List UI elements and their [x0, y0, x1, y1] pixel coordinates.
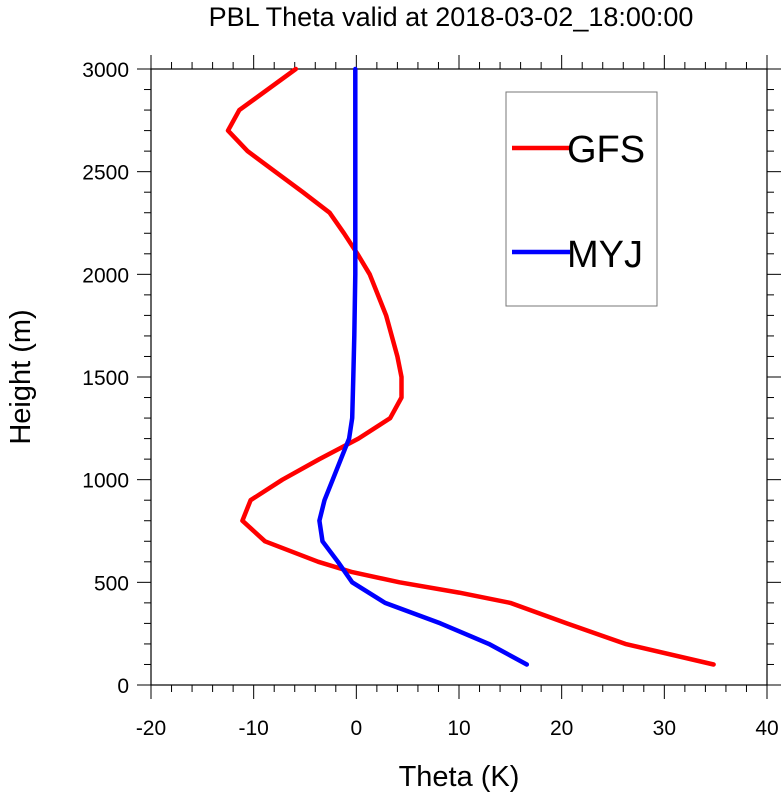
series-lines [225, 66, 716, 667]
y-tick-label: 500 [94, 572, 129, 595]
series-line-myj [317, 66, 530, 667]
x-tick-label: 40 [755, 717, 778, 740]
x-tick-label: 0 [350, 717, 362, 740]
x-tick-label: 30 [653, 717, 676, 740]
y-tick-label: 3000 [82, 59, 129, 82]
x-tick-label: 10 [447, 717, 470, 740]
legend-box [505, 91, 658, 307]
x-axis-label: Theta (K) [399, 761, 520, 793]
y-tick-labels: 0 500 1000 1500 2000 2500 3000 [82, 59, 129, 698]
y-tick-label: 2000 [82, 264, 129, 287]
legend-label-myj: MYJ [567, 234, 643, 276]
chart-title: PBL Theta valid at 2018-03-02_18:00:00 [209, 2, 694, 32]
legend: GFS MYJ [505, 91, 658, 307]
legend-label-gfs: GFS [567, 129, 645, 171]
x-tick-labels: -20 -10 0 10 20 30 40 [136, 717, 779, 740]
y-tick-label: 0 [117, 675, 129, 698]
series-line-gfs [225, 66, 716, 667]
y-tick-label: 2500 [82, 162, 129, 185]
y-tick-label: 1000 [82, 470, 129, 493]
axis-ticks [137, 55, 781, 699]
x-tick-label: 20 [550, 717, 573, 740]
y-tick-label: 1500 [82, 367, 129, 390]
x-tick-label: -20 [136, 717, 166, 740]
x-tick-label: -10 [238, 717, 268, 740]
y-axis-label: Height (m) [5, 309, 37, 444]
